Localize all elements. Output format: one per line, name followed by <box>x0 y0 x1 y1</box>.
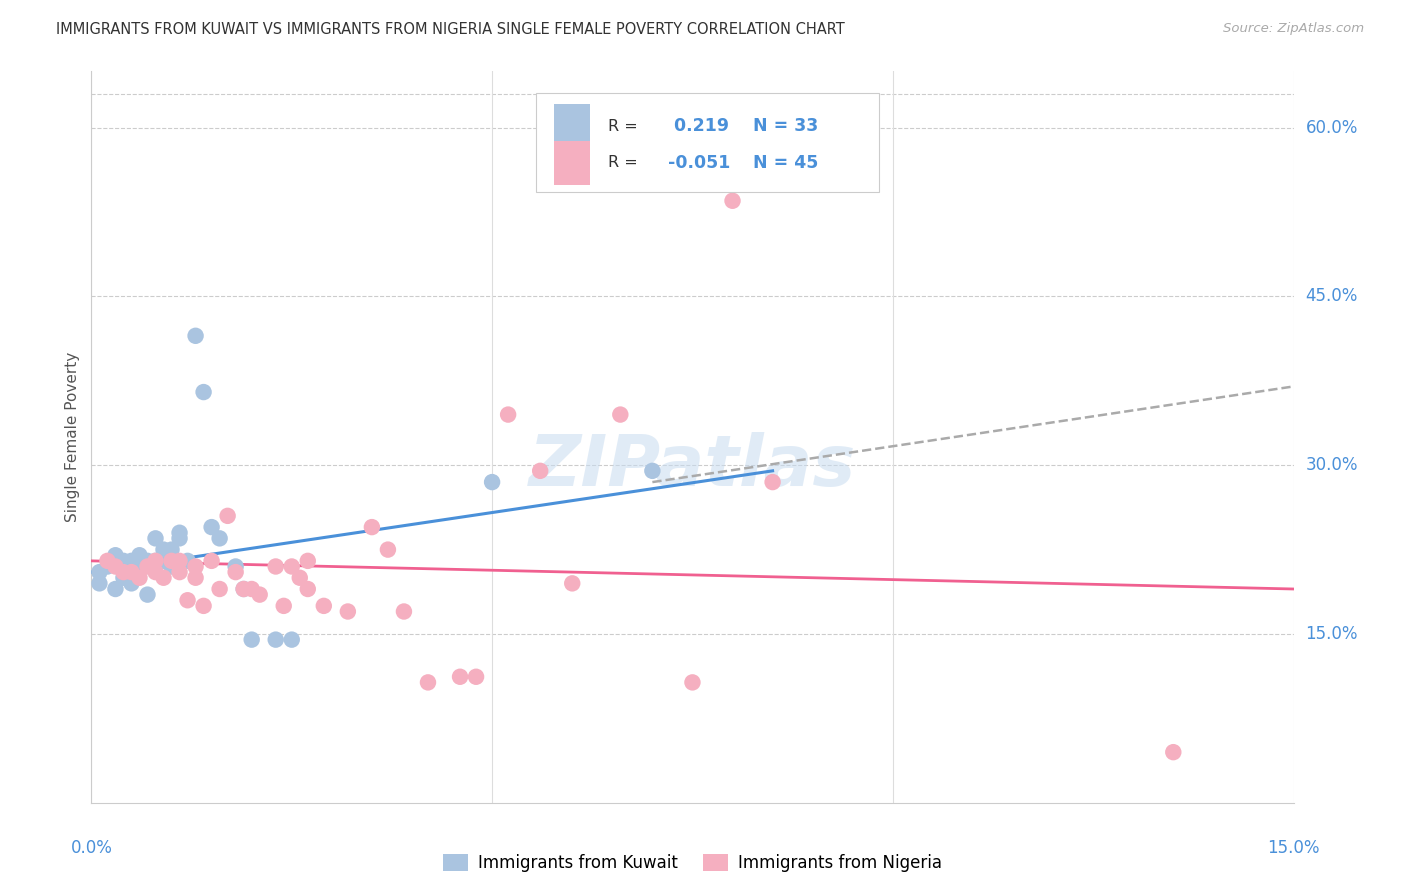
Text: 45.0%: 45.0% <box>1306 287 1358 305</box>
Text: 60.0%: 60.0% <box>1306 119 1358 136</box>
Point <box>377 542 399 557</box>
Point <box>232 582 254 596</box>
Point <box>217 508 239 523</box>
Point <box>160 554 183 568</box>
Point <box>160 542 183 557</box>
Point <box>145 532 167 546</box>
Text: 15.0%: 15.0% <box>1267 839 1320 857</box>
Point <box>281 632 304 647</box>
FancyBboxPatch shape <box>536 94 879 192</box>
Point <box>145 554 167 568</box>
Point <box>392 605 415 619</box>
Text: N = 33: N = 33 <box>752 117 818 136</box>
Point <box>128 559 150 574</box>
Text: 30.0%: 30.0% <box>1306 456 1358 475</box>
Point <box>145 554 167 568</box>
Point <box>416 675 439 690</box>
Point <box>225 565 247 579</box>
Point <box>312 599 335 613</box>
Point <box>89 565 111 579</box>
Point <box>208 532 231 546</box>
Point <box>145 565 167 579</box>
Text: IMMIGRANTS FROM KUWAIT VS IMMIGRANTS FROM NIGERIA SINGLE FEMALE POVERTY CORRELAT: IMMIGRANTS FROM KUWAIT VS IMMIGRANTS FRO… <box>56 22 845 37</box>
Text: Source: ZipAtlas.com: Source: ZipAtlas.com <box>1223 22 1364 36</box>
Point <box>561 576 583 591</box>
Point <box>184 559 207 574</box>
Point <box>176 593 198 607</box>
Point <box>297 582 319 596</box>
Point <box>201 554 224 568</box>
Point <box>104 548 127 562</box>
Point <box>288 571 311 585</box>
Bar <box>554 141 591 185</box>
Point <box>160 559 183 574</box>
Point <box>273 599 295 613</box>
Point <box>193 599 215 613</box>
Point <box>112 571 135 585</box>
Point <box>104 582 127 596</box>
Point <box>169 554 191 568</box>
Point <box>169 532 191 546</box>
Point <box>136 588 159 602</box>
Point <box>136 559 159 574</box>
Text: 15.0%: 15.0% <box>1306 625 1358 643</box>
Point <box>264 632 287 647</box>
Point <box>152 542 174 557</box>
Text: -0.051: -0.051 <box>668 153 731 172</box>
Y-axis label: Single Female Poverty: Single Female Poverty <box>65 352 80 522</box>
Point <box>184 571 207 585</box>
Point <box>281 559 304 574</box>
Point <box>264 559 287 574</box>
Text: R =: R = <box>609 119 638 134</box>
Point <box>112 565 135 579</box>
Text: 0.219: 0.219 <box>668 117 730 136</box>
Point <box>208 582 231 596</box>
Point <box>297 554 319 568</box>
Point <box>762 475 785 489</box>
Point <box>169 525 191 540</box>
Point <box>193 385 215 400</box>
Point <box>225 559 247 574</box>
Point <box>681 675 703 690</box>
Legend: Immigrants from Kuwait, Immigrants from Nigeria: Immigrants from Kuwait, Immigrants from … <box>436 847 949 879</box>
Point <box>128 548 150 562</box>
Point <box>169 565 191 579</box>
Point <box>128 571 150 585</box>
Point <box>232 582 254 596</box>
Point <box>336 605 359 619</box>
Text: 0.0%: 0.0% <box>70 839 112 857</box>
Point <box>449 670 471 684</box>
Point <box>89 576 111 591</box>
Point <box>104 559 127 574</box>
Point <box>1163 745 1185 759</box>
Point <box>641 464 664 478</box>
Point <box>152 554 174 568</box>
Text: R =: R = <box>609 155 638 170</box>
Point <box>176 554 198 568</box>
Point <box>609 408 631 422</box>
Point <box>96 559 118 574</box>
Point <box>249 588 271 602</box>
Point <box>201 520 224 534</box>
Point <box>240 632 263 647</box>
Point <box>96 554 118 568</box>
Point <box>721 194 744 208</box>
Point <box>152 571 174 585</box>
Text: N = 45: N = 45 <box>752 153 818 172</box>
Text: ZIPatlas: ZIPatlas <box>529 432 856 500</box>
Point <box>121 554 143 568</box>
Point <box>481 475 503 489</box>
Point <box>496 408 519 422</box>
Point <box>136 554 159 568</box>
Point <box>184 328 207 343</box>
Bar <box>554 104 591 148</box>
Point <box>121 565 143 579</box>
Point <box>360 520 382 534</box>
Point <box>465 670 488 684</box>
Point <box>121 576 143 591</box>
Point <box>529 464 551 478</box>
Point <box>112 554 135 568</box>
Point <box>240 582 263 596</box>
